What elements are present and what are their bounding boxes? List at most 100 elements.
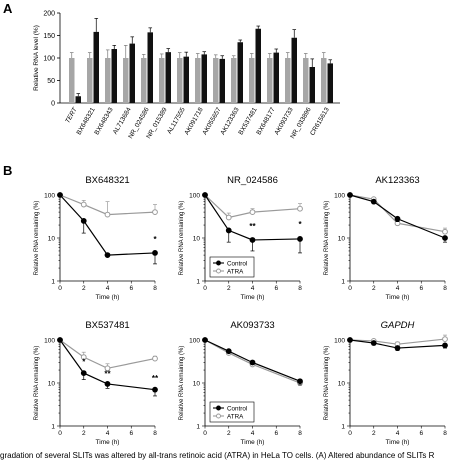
panel-b5-point-control — [202, 337, 208, 343]
panel-a-y-tick-label: 0 — [51, 101, 55, 108]
panel-b5-point-control — [225, 348, 232, 355]
panel-b3-y-tick-label: 10 — [338, 236, 346, 243]
panel-b4-point-atra — [80, 354, 87, 361]
panel-a-y-axis-label: Relative RNA level (%) — [33, 25, 40, 91]
panel-a-bar — [237, 42, 243, 103]
panel-b2-x-tick-label: 8 — [298, 285, 302, 292]
panel-b1-y-tick-label: 10 — [48, 236, 56, 243]
panel-b4-point-control — [57, 337, 63, 343]
panel-b1-x-tick-label: 4 — [106, 285, 110, 292]
panel-b2-series-line-atra — [204, 194, 301, 219]
panel-a-bar — [285, 58, 291, 103]
panel-a-y-tick-label: 150 — [43, 33, 55, 40]
panel-b4-series-line-atra — [59, 339, 156, 369]
panel-b5-y-axis-label: Relative RNA remaining (%) — [179, 346, 185, 421]
panel-b6-y-tick-label: 1 — [341, 424, 345, 431]
panel-b4-x-tick-label: 2 — [82, 430, 86, 437]
panel-a-bar — [105, 58, 111, 103]
panel-b5-point-control — [249, 359, 256, 366]
panel-a-bar — [267, 58, 273, 103]
panel-b4-point-control — [104, 381, 111, 387]
panel-b5-x-tick-label: 2 — [227, 430, 231, 437]
panel-b2-point-control — [202, 192, 208, 198]
panel-b2-significance: * — [298, 220, 302, 229]
panel-a-bar — [129, 43, 135, 103]
panel-b2-title: NR_024586 — [227, 175, 278, 186]
panel-b3-series-line-atra — [349, 194, 446, 233]
panel-b4-x-tick-label: 8 — [153, 430, 157, 437]
panel-a-bar — [231, 58, 237, 103]
panel-b-label: B — [3, 163, 13, 178]
panel-a-bar — [183, 56, 189, 103]
panel-b3-series-line-control — [349, 194, 446, 239]
panel-b6-point-control — [347, 337, 353, 343]
panel-b4-y-tick-label: 1 — [51, 424, 55, 431]
panel-b3-point-atra — [442, 228, 448, 235]
panel-b5-x-tick-label: 8 — [298, 430, 302, 437]
panel-a-bar — [69, 58, 75, 103]
panel-b1-point-control — [152, 250, 158, 256]
panel-b1-point-control — [57, 192, 63, 198]
panel-b5-x-tick-label: 6 — [274, 430, 278, 437]
panel-b1-x-tick-label: 2 — [82, 285, 86, 292]
panel-b5-y-tick-label: 100 — [189, 338, 200, 345]
panel-b3-point-control — [347, 192, 353, 198]
panel-b3-x-tick-label: 8 — [443, 285, 447, 292]
panel-b1-y-tick-label: 100 — [44, 193, 55, 200]
panel-b5-series-line-control — [204, 339, 301, 382]
panel-b3-y-tick-label: 1 — [341, 279, 345, 286]
panel-b4-point-control — [80, 370, 87, 376]
panel-a-category-label: CR615613 — [309, 106, 331, 137]
panel-a-bar — [255, 28, 261, 103]
panel-b6-y-axis-label: Relative RNA remaining (%) — [324, 346, 330, 421]
panel-a-bar — [201, 54, 207, 103]
panel-b4-y-tick-label: 100 — [44, 338, 55, 345]
panel-b2-legend-marker — [216, 268, 221, 274]
panel-a-bar — [123, 58, 129, 103]
panel-b1-series-line-atra — [59, 194, 156, 216]
panel-b4-significance: * — [82, 357, 86, 366]
panel-b5-legend-label: ATRA — [227, 413, 244, 420]
panel-b5-x-axis-label: Time (h) — [241, 439, 265, 446]
panel-b1-y-tick-label: 1 — [51, 279, 55, 286]
panel-b1-x-tick-label: 8 — [153, 285, 157, 292]
panel-b3-x-tick-label: 2 — [372, 285, 376, 292]
panel-b2-point-control — [249, 237, 256, 243]
panel-a-bar — [219, 58, 225, 103]
panel-b4-series-line-control — [59, 339, 156, 391]
panel-a-bar — [213, 58, 219, 103]
panel-b1-series-line-control — [59, 194, 156, 256]
panel-b2-y-axis-label: Relative RNA remaining (%) — [179, 201, 185, 276]
panel-b1-x-axis-label: Time (h) — [96, 294, 120, 301]
panel-b6-x-tick-label: 8 — [443, 430, 447, 437]
panel-a-bar — [321, 58, 327, 103]
panel-b4-significance: ** — [104, 369, 111, 378]
panel-a-bar — [147, 32, 153, 103]
panel-a-bar — [165, 52, 171, 103]
panel-b5-y-tick-label: 1 — [196, 424, 200, 431]
panel-b2-y-tick-label: 10 — [193, 236, 201, 243]
panel-b5-legend-box — [209, 401, 255, 423]
panel-b6-series-line-control — [349, 339, 446, 349]
figure-caption: gradation of several SLITs was altered b… — [0, 451, 435, 460]
panel-b2-series-line-control — [204, 194, 301, 241]
panel-b6-y-tick-label: 10 — [338, 381, 346, 388]
panel-b4-y-tick-label: 10 — [48, 381, 56, 388]
panel-a-bar — [111, 49, 117, 103]
panel-b2-point-atra — [225, 214, 232, 221]
panel-b1-x-tick-label: 6 — [129, 285, 133, 292]
panel-a-bar — [249, 58, 255, 103]
panel-b6-x-axis-label: Time (h) — [386, 439, 410, 446]
panel-b1-title: BX648321 — [85, 175, 129, 186]
panel-b6-title: GAPDH — [381, 320, 415, 331]
panel-b2-legend-label: Control — [227, 260, 247, 267]
panel-a-y-tick-label: 100 — [43, 56, 55, 63]
panel-b2-x-tick-label: 4 — [251, 285, 255, 292]
panel-b4-point-atra — [104, 365, 111, 372]
panel-b3-x-tick-label: 6 — [419, 285, 423, 292]
panel-b6-series-line-atra — [349, 338, 446, 345]
panel-b2-point-atra — [249, 209, 256, 216]
panel-b1-point-control — [104, 252, 111, 259]
panel-a-y-tick-label: 50 — [47, 78, 55, 85]
panel-b2-significance: ** — [249, 222, 256, 231]
